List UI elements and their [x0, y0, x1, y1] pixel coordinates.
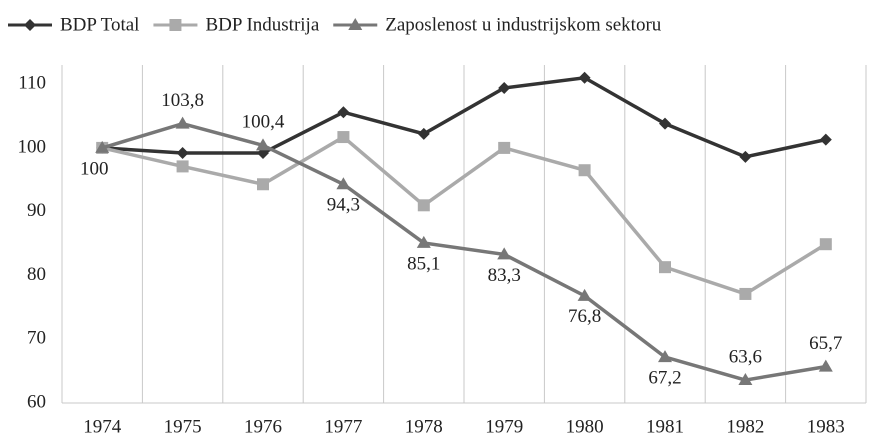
data-point [818, 359, 833, 372]
data-point [498, 81, 511, 94]
data-point [417, 127, 430, 140]
data-point [417, 199, 430, 212]
data-point [659, 261, 671, 274]
y-tick-label: 70 [27, 328, 46, 349]
data-point [176, 160, 189, 173]
series-line [102, 75, 827, 159]
data-point [739, 287, 752, 300]
y-tick-label: 90 [27, 200, 46, 221]
data-label: 94,3 [327, 195, 360, 216]
y-tick-label: 80 [27, 264, 46, 285]
data-label: 67,2 [648, 367, 681, 388]
data-point [176, 147, 189, 160]
data-label: 76,8 [568, 306, 601, 327]
x-tick-label: 1975 [164, 416, 202, 437]
data-point [257, 178, 269, 191]
data-point [578, 164, 591, 177]
legend-label: BDP Industrija [205, 14, 319, 35]
x-tick-label: 1978 [405, 416, 443, 437]
data-label: 63,6 [729, 346, 762, 367]
data-point [659, 117, 671, 130]
series-line [101, 134, 827, 296]
x-tick-label: 1981 [646, 416, 684, 437]
legend-marker [348, 18, 363, 30]
data-point [578, 71, 591, 84]
series-line [101, 121, 827, 382]
x-tick-label: 1983 [807, 416, 845, 437]
y-tick-label: 100 [18, 136, 47, 157]
y-tick-label: 60 [27, 391, 46, 412]
x-tick-label: 1974 [83, 416, 122, 437]
data-point [337, 106, 350, 119]
data-label: 100,4 [242, 112, 285, 133]
data-point [738, 373, 753, 386]
data-label: 83,3 [488, 265, 521, 286]
data-label: 65,7 [809, 333, 842, 354]
x-tick-label: 1980 [566, 416, 604, 437]
x-tick-label: 1977 [324, 416, 362, 437]
data-point [819, 133, 832, 146]
data-point [337, 131, 350, 144]
data-point [739, 150, 752, 163]
data-point [819, 238, 832, 251]
y-tick-label: 110 [18, 72, 46, 93]
data-point [497, 247, 512, 260]
x-tick-label: 1976 [244, 416, 282, 437]
data-point [256, 138, 270, 151]
legend-marker [169, 19, 182, 31]
data-point [336, 177, 351, 190]
data-label: 103,8 [161, 90, 204, 111]
legend-label: Zaposlenost u industrijskom sektoru [385, 14, 662, 35]
data-point [498, 141, 511, 154]
data-point [416, 235, 431, 248]
data-point [95, 140, 110, 153]
data-point [577, 288, 592, 301]
data-point [658, 350, 672, 363]
x-tick-label: 1982 [726, 416, 764, 437]
data-label: 100 [80, 158, 109, 179]
legend-marker [24, 19, 36, 31]
data-point [175, 116, 190, 129]
data-label: 85,1 [407, 253, 440, 274]
x-tick-label: 1979 [485, 416, 523, 437]
legend-label: BDP Total [60, 14, 139, 35]
